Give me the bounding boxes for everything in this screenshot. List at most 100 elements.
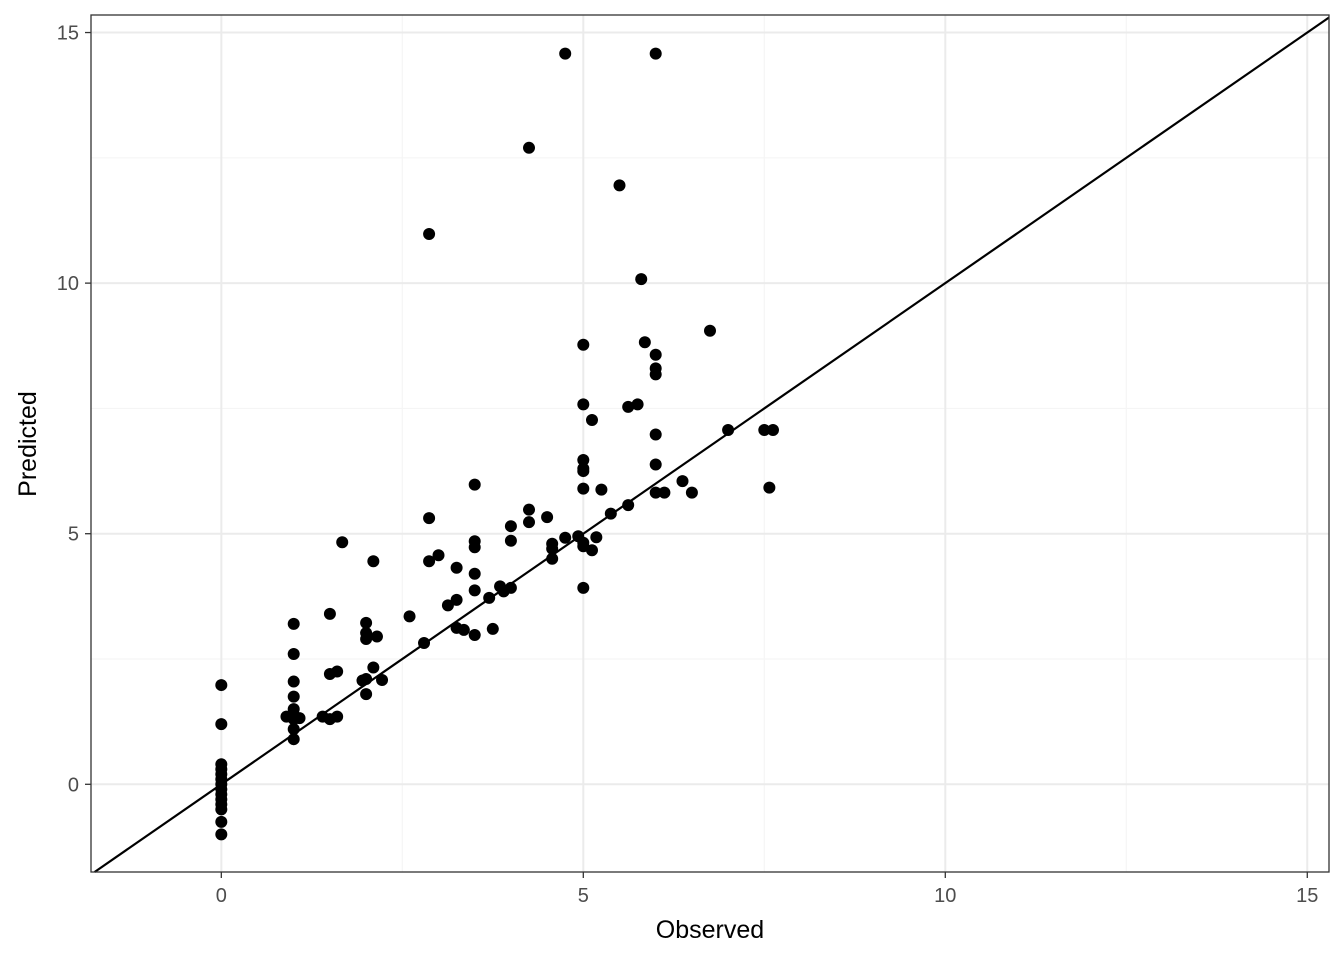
y-tick-label: 0 bbox=[68, 774, 79, 796]
data-point bbox=[486, 622, 499, 635]
data-point bbox=[649, 47, 662, 60]
data-point bbox=[336, 536, 349, 549]
data-point bbox=[649, 486, 662, 499]
data-point bbox=[622, 400, 635, 413]
data-point bbox=[468, 567, 481, 580]
data-point bbox=[403, 610, 416, 623]
data-point bbox=[360, 673, 373, 686]
data-point bbox=[367, 661, 380, 674]
data-point bbox=[766, 423, 779, 436]
data-point bbox=[595, 483, 608, 496]
identity-reference-line bbox=[93, 16, 1330, 873]
data-point bbox=[541, 511, 554, 524]
data-point bbox=[577, 338, 590, 351]
data-point bbox=[457, 623, 470, 636]
data-point bbox=[523, 516, 536, 529]
data-point bbox=[546, 542, 559, 555]
data-point bbox=[559, 47, 572, 60]
data-point bbox=[622, 499, 635, 512]
data-point bbox=[577, 482, 590, 495]
data-point bbox=[649, 368, 662, 381]
data-point bbox=[468, 541, 481, 554]
x-tick-label: 10 bbox=[934, 885, 956, 907]
minor-grid-lines bbox=[91, 15, 1329, 872]
data-point bbox=[360, 688, 373, 701]
data-point bbox=[649, 428, 662, 441]
data-point bbox=[215, 803, 228, 816]
data-point bbox=[367, 555, 380, 568]
data-point bbox=[287, 733, 300, 746]
data-point bbox=[423, 555, 436, 568]
data-point bbox=[722, 423, 735, 436]
data-point bbox=[649, 458, 662, 471]
data-point bbox=[658, 486, 671, 499]
data-point bbox=[763, 481, 776, 494]
data-point bbox=[613, 179, 626, 192]
data-point bbox=[441, 599, 454, 612]
identity-line-layer bbox=[93, 16, 1330, 873]
y-tick-label: 5 bbox=[68, 524, 79, 546]
data-point bbox=[360, 616, 373, 629]
data-point bbox=[577, 454, 590, 467]
data-point bbox=[215, 679, 228, 692]
data-point bbox=[432, 549, 445, 562]
data-point bbox=[504, 520, 517, 533]
data-point bbox=[468, 584, 481, 597]
data-point bbox=[483, 591, 496, 604]
data-point bbox=[215, 718, 228, 731]
data-point bbox=[631, 398, 644, 411]
panel-border bbox=[90, 14, 1330, 873]
major-grid-lines bbox=[91, 15, 1329, 872]
y-tick-label: 15 bbox=[57, 23, 79, 45]
data-point bbox=[468, 478, 481, 491]
x-tick-label: 0 bbox=[216, 885, 227, 907]
data-point bbox=[323, 607, 336, 620]
data-point bbox=[293, 712, 306, 725]
data-point bbox=[577, 465, 590, 478]
x-axis-title: Observed bbox=[656, 916, 764, 944]
data-point bbox=[287, 675, 300, 688]
x-tick-label: 15 bbox=[1296, 885, 1318, 907]
y-axis-ticks: 0 5 10 15 bbox=[57, 23, 91, 796]
data-point bbox=[376, 674, 389, 687]
data-point bbox=[418, 636, 431, 649]
data-points bbox=[215, 47, 779, 841]
data-point bbox=[577, 398, 590, 411]
data-point bbox=[758, 423, 771, 436]
data-point bbox=[450, 561, 463, 574]
data-point bbox=[215, 828, 228, 841]
data-point bbox=[215, 815, 228, 828]
data-point bbox=[360, 632, 373, 645]
x-axis-ticks: 0 5 10 15 bbox=[216, 872, 1318, 907]
data-point bbox=[504, 534, 517, 547]
data-point bbox=[370, 630, 383, 643]
data-point bbox=[331, 710, 344, 723]
data-point bbox=[649, 348, 662, 361]
data-point bbox=[331, 665, 344, 678]
data-point bbox=[523, 503, 536, 516]
data-point bbox=[585, 413, 598, 426]
data-point bbox=[523, 141, 536, 154]
data-point bbox=[604, 507, 617, 520]
data-point bbox=[450, 593, 463, 606]
data-point bbox=[559, 531, 572, 544]
data-point bbox=[546, 552, 559, 565]
data-point bbox=[577, 581, 590, 594]
data-point bbox=[468, 628, 481, 641]
data-point bbox=[423, 512, 436, 525]
data-point bbox=[590, 531, 603, 544]
data-point bbox=[676, 475, 689, 488]
x-tick-label: 5 bbox=[578, 885, 589, 907]
data-point bbox=[287, 617, 300, 630]
data-point bbox=[287, 647, 300, 660]
data-point bbox=[504, 581, 517, 594]
y-tick-label: 10 bbox=[57, 273, 79, 295]
data-point bbox=[638, 336, 651, 349]
data-point bbox=[685, 486, 698, 499]
data-point bbox=[287, 723, 300, 736]
y-axis-title: Predicted bbox=[14, 391, 42, 497]
data-point bbox=[287, 690, 300, 703]
data-point bbox=[423, 228, 436, 241]
data-point bbox=[585, 544, 598, 557]
